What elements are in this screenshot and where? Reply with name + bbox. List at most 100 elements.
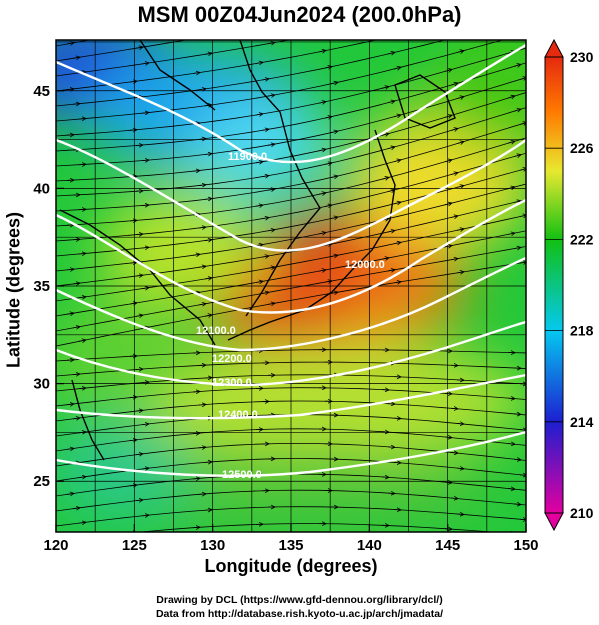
wind-arrow [135,145,143,146]
wind-arrow [513,247,521,248]
streamline [56,168,526,257]
wind-arrow [387,147,395,149]
wind-arrow [324,117,332,119]
wind-arrow [450,216,458,218]
streamline [56,40,505,122]
wind-arrow [198,266,206,267]
wind-arrow [388,2,395,3]
wind-arrow [456,514,464,515]
wind-arrow [204,462,212,463]
wind-streamlines [56,2,526,532]
wind-arrow [450,83,458,85]
wind-arrow [72,57,80,58]
wind-arrow [513,459,521,460]
x-tick-label: 140 [357,537,382,554]
wind-arrow [507,488,515,489]
wind-arrow [72,508,80,509]
wind-arrow [318,193,326,195]
wind-arrow [66,313,74,314]
y-axis-ticks: 25 30 35 40 45 [33,83,64,490]
wind-arrow [78,340,86,341]
wind-arrow [129,130,137,131]
colorbar-tick-label: 222 [570,231,594,247]
wind-arrow [198,304,206,305]
wind-arrow [393,282,401,283]
wind-arrow [324,205,332,207]
wind-arrow [267,303,275,304]
wind-arrow [141,424,149,425]
wind-arrow [267,144,275,145]
wind-arrow [255,62,263,63]
wind-arrow [444,69,452,71]
wind-arrow [66,43,74,44]
wind-arrow [450,452,458,453]
wind-arrow [318,270,326,271]
wind-arrow [198,447,206,448]
wind-arrow [331,31,338,32]
wind-arrow [198,227,206,228]
colorbar-scale [544,56,564,514]
wind-arrow [192,391,200,392]
credit-data: Data from http://database.rish.kyoto-u.a… [155,608,444,620]
wind-arrow [141,247,149,248]
wind-arrow [513,155,521,157]
wind-arrow [456,51,464,53]
wind-arrow [198,404,206,405]
wind-arrow [318,50,326,51]
colorbar-min-arrow [544,512,564,532]
y-tick-label: 35 [33,278,50,295]
wind-arrow [393,160,401,162]
wind-arrow [393,202,401,204]
wind-arrow [444,160,452,162]
wind-arrow [450,173,458,175]
wind-arrow [192,254,200,255]
wind-arrow [267,230,275,231]
wind-arrow [444,482,452,483]
y-tick-label: 45 [33,83,50,100]
wind-arrow [456,229,464,231]
wind-arrow [78,522,86,523]
wind-arrow [141,515,149,516]
wind-arrow [78,253,86,254]
wind-arrow [324,67,332,68]
wind-arrow [330,292,338,293]
wind-arrow [451,37,458,39]
wind-arrow [255,281,263,282]
wind-arrow [445,22,452,24]
wind-arrow [330,176,338,178]
contour-label: 12500.0 [222,469,262,481]
wind-arrow [135,47,143,48]
wind-arrow [129,262,137,263]
wind-arrow [330,131,338,133]
wind-arrow [141,63,149,64]
streamline [56,152,526,242]
wind-arrow [507,141,515,143]
wind-arrow [507,96,515,98]
wind-arrow [135,369,143,370]
wind-arrow [507,187,515,189]
wind-arrow [444,393,452,394]
wind-arrow [255,162,263,163]
contour-label: 12100.0 [196,325,236,337]
wind-arrow [324,163,332,165]
wind-arrow [135,410,143,411]
wind-arrow [513,64,521,66]
wind-arrow [444,115,452,117]
wind-arrow [66,89,74,90]
x-tick-label: 125 [122,537,147,554]
wind-arrow [135,454,143,455]
wind-arrow [382,37,389,39]
wind-arrow [66,448,74,449]
contour-labels: 11900.0 12000.0 12100.0 12200.0 12300.0 … [196,151,385,481]
wind-arrow [508,7,515,9]
wind-arrow [450,128,458,130]
streamline [56,361,526,377]
wind-arrow [135,234,143,235]
streamline [56,214,526,302]
wind-arrow [330,255,338,256]
wind-arrow [204,199,212,200]
y-tick-label: 30 [33,376,50,393]
wind-arrow [72,239,80,240]
streamline [56,40,291,77]
wind-arrow [330,217,338,219]
